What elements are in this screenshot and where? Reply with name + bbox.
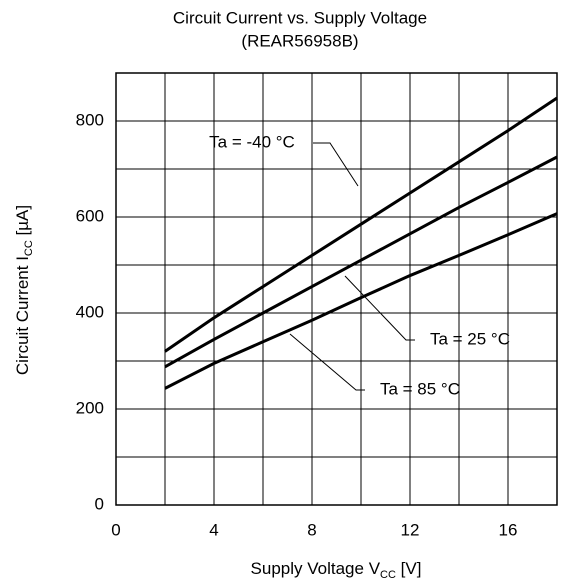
series-label: Ta = -40 °C bbox=[209, 132, 295, 151]
data-line bbox=[164, 96, 558, 353]
chart-subtitle: (REAR56958B) bbox=[241, 31, 358, 50]
leader-line bbox=[289, 333, 365, 391]
y-tick-label: 400 bbox=[76, 302, 104, 321]
series-label: Ta = 85 °C bbox=[380, 379, 460, 398]
series-label: Ta = 25 °C bbox=[430, 329, 510, 348]
y-tick-label: 0 bbox=[95, 494, 104, 513]
x-axis-label: Supply Voltage VCC [V] bbox=[251, 559, 422, 580]
y-tick-label: 800 bbox=[76, 110, 104, 129]
leader-line bbox=[313, 142, 359, 187]
x-tick-label: 12 bbox=[401, 520, 420, 539]
y-axis-label-text: Circuit Current I bbox=[13, 256, 32, 375]
y-tick-label: 200 bbox=[76, 398, 104, 417]
y-tick-label: 600 bbox=[76, 206, 104, 225]
y-axis-label-unit: [µA] bbox=[13, 205, 32, 240]
leader-line bbox=[344, 275, 415, 341]
x-axis-label-text: Supply Voltage V bbox=[251, 559, 381, 578]
chart-title: Circuit Current vs. Supply Voltage bbox=[173, 8, 427, 27]
y-axis-label-sub: CC bbox=[23, 240, 35, 256]
x-axis-label-sub: CC bbox=[380, 569, 396, 581]
data-line bbox=[164, 155, 558, 369]
x-tick-label: 0 bbox=[111, 520, 120, 539]
data-line bbox=[164, 212, 558, 390]
plot-frame bbox=[115, 72, 558, 506]
y-axis-label: Circuit Current ICC [µA] bbox=[13, 205, 34, 375]
x-axis-label-unit: [V] bbox=[396, 559, 422, 578]
x-tick-label: 8 bbox=[307, 520, 316, 539]
x-tick-label: 4 bbox=[209, 520, 218, 539]
x-tick-label: 16 bbox=[499, 520, 518, 539]
